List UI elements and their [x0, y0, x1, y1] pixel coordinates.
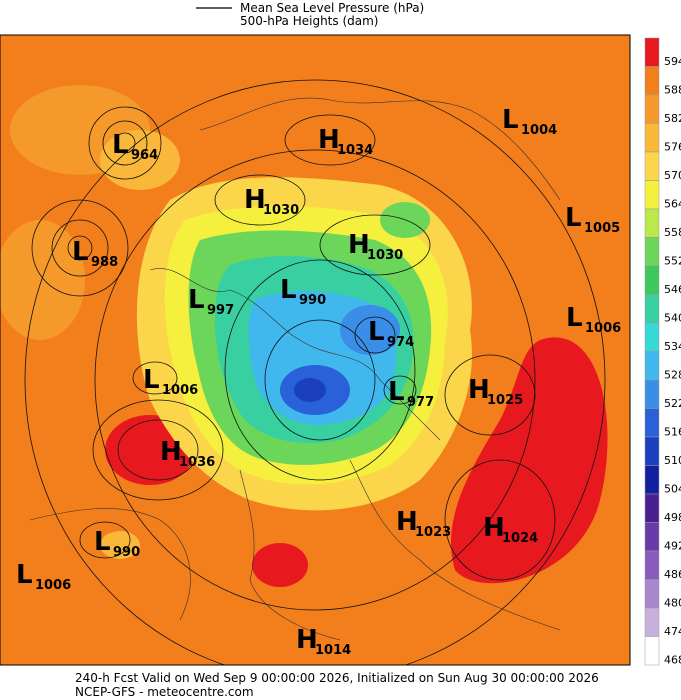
- colorbar-label: 546: [664, 283, 681, 296]
- system-letter: L: [566, 303, 583, 333]
- colorbar-label: 540: [664, 312, 681, 325]
- colorbar-swatch: [644, 180, 660, 210]
- system-letter: H: [160, 437, 182, 467]
- system-letter: L: [72, 237, 89, 267]
- system-pressure: 990: [299, 293, 326, 308]
- colorbar-label: 510: [664, 454, 681, 467]
- colorbar-swatch: [644, 408, 660, 438]
- colorbar-swatch: [644, 607, 660, 637]
- colorbar-swatch: [644, 465, 660, 495]
- system-letter: L: [16, 560, 33, 590]
- system-pressure: 1030: [367, 248, 403, 263]
- system-pressure: 1030: [263, 203, 299, 218]
- colorbar-swatch: [644, 493, 660, 523]
- system-pressure: 1023: [415, 525, 451, 540]
- colorbar-swatch: [644, 151, 660, 181]
- system-letter: L: [94, 527, 111, 557]
- system-letter: H: [468, 375, 490, 405]
- system-letter: L: [188, 285, 205, 315]
- system-letter: H: [296, 625, 318, 655]
- colorbar-swatch: [644, 66, 660, 96]
- system-letter: H: [318, 125, 340, 155]
- colorbar-swatch: [644, 265, 660, 295]
- system-letter: L: [143, 365, 160, 395]
- colorbar-label: 528: [664, 369, 681, 382]
- colorbar-label: 492: [664, 540, 681, 553]
- colorbar-swatch: [644, 550, 660, 580]
- system-pressure: 997: [207, 303, 234, 318]
- colorbar-swatch: [644, 208, 660, 238]
- colorbar-label: 558: [664, 226, 681, 239]
- system-pressure: 974: [387, 335, 414, 350]
- system-pressure: 990: [113, 545, 140, 560]
- colorbar-label: 570: [664, 169, 681, 182]
- colorbar-label: 582: [664, 112, 681, 125]
- colorbar-label: 576: [664, 141, 681, 154]
- colorbar-label: 516: [664, 426, 681, 439]
- colorbar-swatch: [644, 351, 660, 381]
- colorbar-swatch: [644, 123, 660, 153]
- colorbar-label: 594: [664, 55, 681, 68]
- system-pressure: 1036: [179, 455, 215, 470]
- colorbar-swatch: [644, 436, 660, 466]
- footer-source: NCEP-GFS - meteocentre.com: [75, 685, 254, 699]
- colorbar-label: 468: [664, 654, 681, 667]
- system-letter: L: [112, 130, 129, 160]
- colorbar-label: 552: [664, 255, 681, 268]
- system-pressure: 1025: [487, 393, 523, 408]
- footer-forecast: 240-h Fcst Valid on Wed Sep 9 00:00:00 2…: [75, 671, 599, 685]
- legend-pressure: Mean Sea Level Pressure (hPa): [240, 1, 424, 15]
- system-pressure: 1024: [502, 531, 538, 546]
- colorbar-label: 474: [664, 625, 681, 638]
- colorbar-label: 522: [664, 397, 681, 410]
- colorbar-label: 588: [664, 84, 681, 97]
- colorbar-swatch: [644, 579, 660, 609]
- system-letter: H: [483, 513, 505, 543]
- colorbar-swatch: [644, 294, 660, 324]
- system-letter: H: [244, 185, 266, 215]
- legend-heights: 500-hPa Heights (dam): [240, 14, 378, 28]
- system-pressure: 1034: [337, 143, 373, 158]
- system-letter: H: [348, 230, 370, 260]
- colorbar-swatch: [644, 94, 660, 124]
- system-pressure: 1006: [162, 383, 198, 398]
- system-pressure: 1005: [584, 221, 620, 236]
- colorbar-label: 486: [664, 568, 681, 581]
- map-area: [0, 34, 631, 666]
- system-pressure: 977: [407, 395, 434, 410]
- colorbar-swatch: [644, 522, 660, 552]
- system-letter: L: [388, 377, 405, 407]
- system-letter: H: [396, 507, 418, 537]
- colorbar-label: 504: [664, 483, 681, 496]
- system-pressure: 1014: [315, 643, 351, 658]
- colorbar-swatch: [644, 636, 660, 666]
- colorbar-label: 498: [664, 511, 681, 524]
- system-pressure: 1006: [585, 321, 621, 336]
- system-letter: L: [280, 275, 297, 305]
- system-pressure: 1004: [521, 123, 557, 138]
- system-letter: L: [368, 317, 385, 347]
- system-letter: L: [565, 203, 582, 233]
- colorbar-label: 564: [664, 198, 681, 211]
- colorbar-swatch: [644, 237, 660, 267]
- system-pressure: 964: [131, 148, 158, 163]
- colorbar-swatch: [644, 37, 660, 67]
- colorbar-swatch: [644, 322, 660, 352]
- system-letter: L: [502, 105, 519, 135]
- colorbar-swatch: [644, 379, 660, 409]
- system-pressure: 988: [91, 255, 118, 270]
- colorbar-label: 534: [664, 340, 681, 353]
- colorbar-label: 480: [664, 597, 681, 610]
- colorbar: 594 588 582 576 570 564 558 552 546 540 534 528 522 5…: [644, 37, 681, 667]
- system-pressure: 1006: [35, 578, 71, 593]
